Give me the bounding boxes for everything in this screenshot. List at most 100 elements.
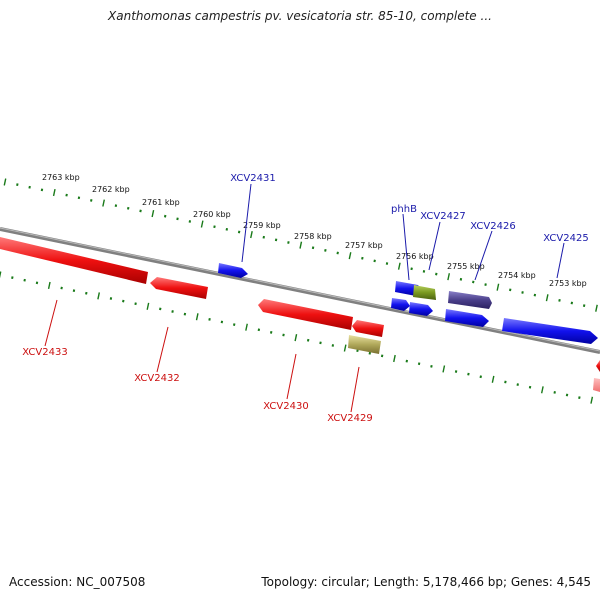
gene-edge-red[interactable]	[596, 360, 600, 372]
gene-labels: XCV2431 phhB XCV2427 XCV2426 XCV2425 XCV…	[22, 173, 588, 424]
scale-label: 2761 kbp	[142, 198, 180, 207]
major-tick	[397, 262, 401, 270]
minor-tick	[114, 204, 118, 208]
minor-tick	[410, 267, 413, 271]
leader-line	[402, 213, 410, 281]
major-tick	[496, 283, 500, 291]
leader-line	[350, 366, 360, 413]
major-tick	[52, 188, 56, 197]
gene-XCV2425[interactable]	[502, 318, 598, 344]
minor-tick	[176, 217, 179, 221]
major-tick	[200, 220, 204, 228]
gene-XCV2427[interactable]	[413, 285, 436, 300]
minor-tick	[213, 225, 216, 229]
minor-tick	[40, 188, 44, 192]
scale-label: 2762 kbp	[92, 185, 130, 194]
minor-tick	[484, 283, 487, 286]
gene-XCV2433[interactable]	[0, 237, 148, 284]
scale-label: 2758 kbp	[294, 232, 332, 241]
major-tick	[343, 344, 347, 352]
gene-XCV2430[interactable]	[258, 299, 353, 330]
reverse-genes	[0, 237, 600, 392]
gene-label[interactable]: XCV2430	[263, 401, 308, 412]
minor-tick	[558, 298, 561, 302]
gene-XCV2431[interactable]	[218, 263, 248, 278]
minor-tick	[65, 193, 68, 197]
upper-scale-ticks	[3, 178, 598, 312]
major-tick	[195, 313, 199, 321]
scale-label: 2763 kbp	[42, 173, 80, 182]
minor-tick	[373, 259, 376, 263]
minor-tick	[324, 249, 327, 252]
scale-label: 2757 kbp	[345, 241, 383, 250]
gene-label[interactable]: XCV2433	[22, 347, 67, 358]
minor-tick	[16, 183, 19, 187]
gene-XCV2425-a[interactable]	[445, 309, 489, 327]
minor-tick	[28, 185, 31, 189]
minor-tick	[77, 196, 81, 200]
chromosome-backbone-highlight	[0, 227, 600, 352]
gene-label[interactable]: XCV2429	[327, 413, 372, 424]
leader-line	[286, 353, 297, 400]
scale-labels: 2763 kbp 2762 kbp 2761 kbp 2760 kbp 2759…	[42, 173, 587, 288]
label-leaders	[44, 183, 565, 413]
minor-tick	[508, 288, 512, 292]
minor-tick	[188, 220, 192, 223]
minor-tick	[521, 291, 524, 294]
gene-label[interactable]: XCV2425	[543, 233, 588, 244]
minor-tick	[435, 272, 438, 276]
minor-tick	[225, 227, 229, 231]
scale-label: 2753 kbp	[549, 279, 587, 288]
minor-tick	[533, 293, 537, 297]
minor-tick	[422, 270, 426, 273]
minor-tick	[126, 206, 130, 210]
minor-tick	[582, 304, 586, 308]
major-tick	[540, 386, 544, 394]
minor-tick	[237, 230, 241, 234]
minor-tick	[459, 277, 463, 281]
leader-line	[428, 221, 441, 271]
gene-edge-pink[interactable]	[593, 378, 600, 392]
major-tick	[47, 281, 51, 290]
gene-XCV2432[interactable]	[150, 277, 208, 299]
minor-tick	[163, 214, 167, 218]
gene-XCV2430-b[interactable]	[352, 320, 384, 337]
minor-tick	[336, 251, 339, 255]
major-tick	[97, 292, 101, 300]
gene-label[interactable]: XCV2432	[134, 373, 179, 384]
lower-scale-ticks	[0, 271, 594, 404]
scale-label: 2759 kbp	[243, 221, 281, 230]
leader-line	[241, 183, 252, 263]
gene-label[interactable]: XCV2431	[230, 173, 275, 184]
gene-XCV2426[interactable]	[448, 291, 492, 309]
accession-text: Accession: NC_007508	[9, 575, 146, 589]
leader-line	[556, 242, 565, 279]
scale-label: 2756 kbp	[396, 252, 434, 261]
gene-small-1[interactable]	[391, 298, 410, 311]
major-tick	[299, 241, 303, 249]
minor-tick	[139, 209, 142, 213]
gene-label[interactable]: XCV2426	[470, 221, 515, 232]
leader-line	[156, 326, 169, 373]
major-tick	[348, 252, 352, 260]
major-tick	[393, 354, 396, 363]
gene-label[interactable]: XCV2427	[420, 211, 465, 222]
gene-label[interactable]: phhB	[391, 204, 417, 215]
scale-label: 2754 kbp	[498, 271, 536, 280]
minor-tick	[311, 246, 315, 250]
minor-tick	[385, 262, 389, 265]
major-tick	[250, 231, 253, 239]
leader-line	[474, 230, 493, 281]
gene-XCV2429[interactable]	[348, 335, 381, 354]
major-tick	[545, 294, 549, 302]
minor-tick	[287, 241, 290, 244]
map-title: Xanthomonas campestris pv. vesicatoria s…	[108, 9, 492, 23]
topology-stats-text: Topology: circular; Length: 5,178,466 bp…	[261, 575, 591, 589]
chromosome-backbone	[0, 227, 600, 354]
gene-small-2[interactable]	[409, 302, 433, 316]
forward-genes	[218, 263, 598, 344]
minor-tick	[90, 199, 93, 202]
major-tick	[102, 199, 105, 207]
